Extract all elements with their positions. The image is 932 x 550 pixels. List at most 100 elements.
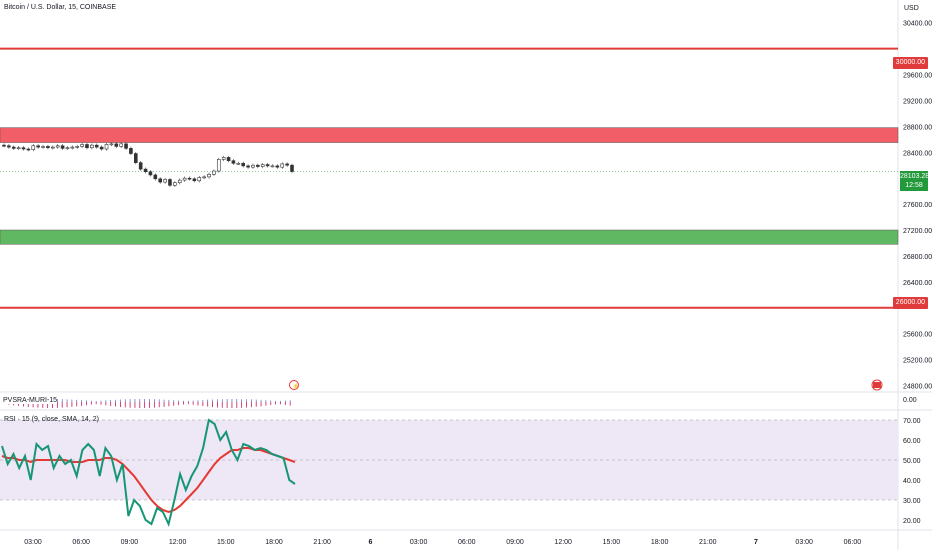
candle-body (221, 157, 226, 160)
time-tick-label: 12:00 (554, 539, 572, 546)
candle-body (226, 157, 231, 161)
candle-body (260, 164, 265, 167)
candle-body (11, 146, 16, 149)
candle-body (231, 160, 236, 164)
time-tick-label: 21:00 (313, 539, 331, 546)
candle-body (153, 174, 158, 180)
candle-body (246, 165, 250, 168)
candle-body (182, 177, 187, 181)
candle-body (114, 143, 119, 147)
candle-body (168, 179, 172, 186)
candle-body (290, 164, 294, 172)
price-tick-label: 28800.00 (903, 124, 932, 131)
time-tick-label: 18:00 (265, 539, 283, 546)
candle-body (256, 164, 260, 167)
rsi-tick-label: 40.00 (903, 478, 921, 485)
symbol-title: Bitcoin / U.S. Dollar, 15, COINBASE (4, 4, 117, 11)
rsi-tick-label: 60.00 (903, 438, 921, 445)
price-label-26000: 26000.00 (892, 297, 928, 309)
candle-body (60, 145, 65, 149)
candle-body (207, 173, 211, 178)
rsi-tick-label: 30.00 (903, 498, 921, 505)
time-tick-label: 06:00 (844, 539, 862, 546)
rsi-tick-label: 70.00 (903, 418, 921, 425)
candle-body (65, 147, 70, 150)
candle-body (36, 145, 40, 148)
candle-body (158, 178, 163, 183)
current-price-tag: 28103.28 12:58 (900, 171, 929, 191)
price-tick-label: 26400.00 (903, 280, 932, 287)
candle-body (70, 146, 75, 149)
price-label-30000: 30000.00 (892, 57, 928, 69)
price-tick-label: 24800.00 (903, 384, 932, 391)
time-tick-label: 15:00 (603, 539, 621, 546)
time-tick-label: 7 (754, 539, 758, 546)
candle-body (187, 177, 192, 180)
candle-body (31, 145, 36, 150)
candle-body (177, 179, 182, 184)
time-tick-label: 12:00 (169, 539, 187, 546)
time-tick-label: 06:00 (72, 539, 90, 546)
price-tick-label: 30400.00 (903, 21, 932, 28)
time-tick-label: 09:00 (121, 539, 139, 546)
candle-body (163, 179, 167, 183)
rsi-label: RSI · 15 (9, close, SMA, 14, 2) (4, 416, 99, 423)
candle-body (16, 147, 21, 150)
rsi-band (0, 420, 898, 500)
price-tick-label: 27600.00 (903, 202, 932, 209)
candle-body (41, 146, 45, 148)
price-tick-label: 25600.00 (903, 332, 932, 339)
candle-body (90, 144, 94, 149)
price-tick-label: 27200.00 (903, 228, 932, 235)
time-tick-label: 15:00 (217, 539, 235, 546)
candle-body (143, 168, 148, 173)
price-tick-label: 29200.00 (903, 98, 932, 105)
flash-icon[interactable] (289, 380, 299, 390)
candle-body (99, 146, 104, 150)
us-flag-icon-body (873, 382, 881, 388)
rsi-line (1, 418, 296, 527)
candle-body (285, 163, 289, 166)
rsi-tick-label: 50.00 (903, 458, 921, 465)
candle-body (138, 162, 143, 170)
candle-body (26, 148, 31, 151)
rsi-tick-label: 20.00 (903, 518, 921, 525)
currency-label: USD (904, 5, 919, 12)
demand-zone (0, 229, 899, 245)
candle-body (270, 165, 275, 168)
price-tick-label: 25200.00 (903, 358, 932, 365)
bar-countdown: 12:58 (905, 182, 923, 189)
candle-body (94, 144, 99, 148)
time-tick-label: 18:00 (651, 539, 669, 546)
candle-body (104, 144, 109, 150)
pvsra-label: PVSRA-MURI-15 (3, 397, 58, 404)
candle-body (241, 162, 245, 167)
candle-body (202, 176, 206, 179)
pvsra-value: 0.00 (903, 397, 917, 404)
time-tick-label: 03:00 (24, 539, 42, 546)
candle-body (55, 145, 60, 148)
candle-body (192, 178, 197, 182)
candle-body (280, 163, 285, 168)
candle-body (275, 165, 280, 168)
flash-icon-glyph: ⚡ (292, 382, 299, 390)
candle-body (173, 182, 177, 186)
candle-body (216, 159, 221, 172)
candle-body (85, 144, 89, 149)
candle-body (51, 146, 55, 149)
candle-body (236, 162, 241, 165)
time-tick-label: 03:00 (410, 539, 428, 546)
candle-body (80, 144, 84, 147)
candle-body (212, 170, 216, 175)
candle-body (124, 143, 128, 149)
price-tick-label: 29600.00 (903, 73, 932, 80)
candle-body (46, 146, 50, 149)
candle-body (129, 148, 133, 154)
candle-body (197, 177, 202, 182)
time-tick-label: 6 (368, 539, 372, 546)
candle-body (2, 144, 6, 147)
candle-body (251, 164, 255, 168)
time-tick-label: 06:00 (458, 539, 476, 546)
